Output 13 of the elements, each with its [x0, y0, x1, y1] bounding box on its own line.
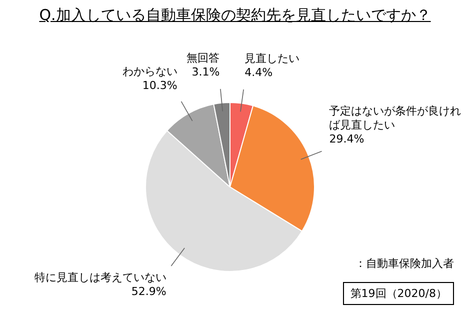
- data-label: 52.9%: [131, 284, 166, 298]
- data-label: 4.4%: [244, 66, 273, 79]
- slice-label: わからない: [122, 64, 178, 78]
- chart-title: Q.加入している自動車保険の契約先を見直したいですか？: [39, 6, 431, 24]
- data-label: 3.1%: [192, 65, 220, 78]
- text: ：自動車保険加入者: [355, 256, 454, 271]
- slice-label: 見直したい: [244, 52, 300, 65]
- slice-label: 無回答: [186, 51, 220, 64]
- slice-label: 特に見直しは考えていない: [34, 270, 166, 284]
- data-label: 29.4%: [329, 132, 364, 146]
- slice-label: 予定はないが条件が良ければ見直したい: [329, 104, 462, 132]
- text: 第19回（2020/8）: [343, 282, 454, 305]
- data-label: 10.3%: [142, 78, 178, 92]
